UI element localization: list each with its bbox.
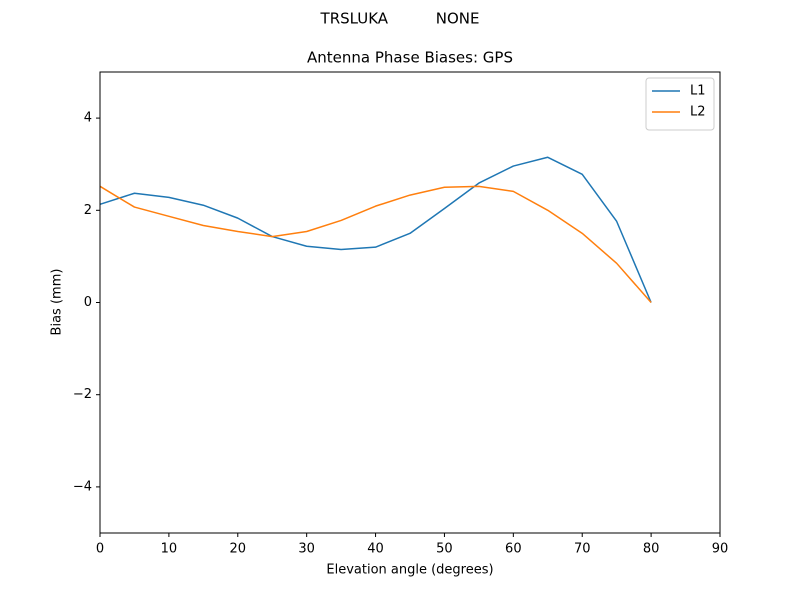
x-tick-label: 50	[436, 542, 453, 557]
x-tick-label: 0	[96, 542, 104, 557]
x-tick-label: 60	[505, 542, 522, 557]
legend-label: L2	[690, 105, 706, 120]
x-tick-label: 10	[161, 542, 178, 557]
y-axis-label: Bias (mm)	[50, 269, 65, 336]
series-line	[99, 185, 652, 303]
x-tick-label: 80	[643, 542, 660, 557]
x-tick-label: 20	[230, 542, 247, 557]
y-tick-label: 2	[84, 203, 92, 218]
suptitle: TRSLUKA NONE	[320, 10, 480, 28]
y-tick-label: −2	[73, 387, 92, 402]
y-tick-label: 0	[84, 295, 92, 310]
x-tick-label: 30	[298, 542, 315, 557]
legend-label: L1	[690, 84, 706, 99]
chart-title: Antenna Phase Biases: GPS	[307, 49, 513, 67]
y-tick-label: 4	[84, 111, 92, 126]
x-axis-label: Elevation angle (degrees)	[326, 563, 493, 578]
plot-frame	[99, 71, 721, 534]
series-line	[99, 156, 652, 303]
x-tick-label: 40	[367, 542, 384, 557]
x-tick-label: 70	[574, 542, 591, 557]
y-tick-label: −4	[73, 479, 92, 494]
x-tick-label: 90	[712, 542, 729, 557]
